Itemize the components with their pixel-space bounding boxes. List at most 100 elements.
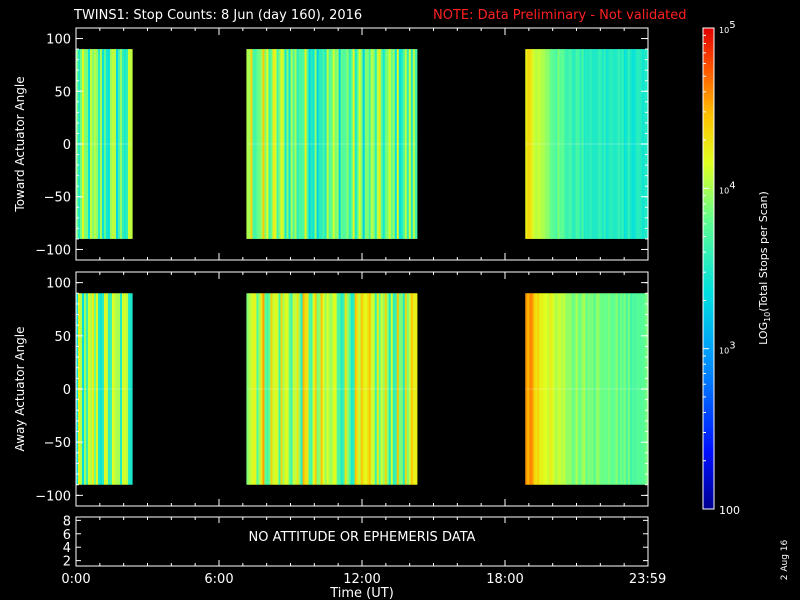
count-column [535,293,538,485]
count-column [527,293,530,485]
count-column [605,293,609,485]
y-tick-label: 100 [46,33,71,48]
count-column [613,49,617,239]
count-column [364,293,368,485]
count-column [567,49,571,239]
count-column [322,293,326,485]
count-column [312,293,316,485]
count-column [396,293,400,485]
count-column [350,49,354,239]
y-tick-label: 50 [54,85,71,100]
count-column [246,49,250,239]
count-column [529,49,532,239]
count-column [631,49,635,239]
count-column [98,49,101,239]
count-column [551,293,555,485]
count-column [635,49,639,239]
count-column [286,49,290,239]
y-tick-label: 0 [63,383,71,398]
count-column [376,49,380,239]
zero-angle-line [246,143,417,145]
count-column [621,293,625,485]
count-column [390,293,394,485]
count-column [386,293,390,485]
count-column [128,293,131,485]
count-column [272,293,276,485]
count-column [130,293,133,485]
count-column [537,49,540,239]
count-column [633,49,637,239]
count-column [250,293,254,485]
count-column [254,49,258,239]
count-column [304,49,308,239]
count-column [268,293,272,485]
count-column [330,49,334,239]
count-column [252,293,256,485]
count-column [94,49,97,239]
count-column [364,49,368,239]
count-column [541,293,544,485]
count-column [256,49,260,239]
count-column [112,293,115,485]
count-column [599,49,603,239]
count-column [250,49,254,239]
count-column [565,293,569,485]
count-column [122,293,125,485]
count-column [569,49,573,239]
count-column [585,49,589,239]
count-column [286,293,290,485]
zero-angle-line [76,143,133,145]
count-column [412,293,416,485]
count-column [130,49,133,239]
count-column [84,49,87,239]
count-column [296,293,300,485]
count-column [108,49,111,239]
count-column [344,49,348,239]
count-column [356,49,360,239]
count-column [298,49,302,239]
count-column [264,293,268,485]
count-column [116,49,119,239]
zero-angle-line [525,388,648,390]
count-column [613,293,617,485]
y-axis-label: Away Actuator Angle [13,326,27,451]
count-column [374,293,378,485]
count-column [374,49,378,239]
count-column [565,49,569,239]
count-column [326,293,330,485]
count-column [563,49,567,239]
count-column [294,49,298,239]
count-column [611,293,615,485]
data-segment [525,49,649,239]
x-tick-label: 18:00 [486,572,523,587]
count-column [110,293,113,485]
count-column [320,49,324,239]
count-column [276,49,280,239]
count-column [531,49,534,239]
count-column [605,49,609,239]
count-column [619,49,623,239]
count-column [589,293,593,485]
count-column [637,293,641,485]
away-panel: −100 −50 0 50 100 Away Actuator Angle [13,271,649,507]
count-column [559,49,563,239]
count-column [350,293,354,485]
count-column [543,49,546,239]
count-column [547,49,550,239]
count-column [631,293,635,485]
count-column [82,49,85,239]
count-column [627,293,631,485]
count-column [118,293,121,485]
count-column [617,293,621,485]
count-column [340,49,344,239]
count-column [581,49,585,239]
count-column [398,49,402,239]
count-column [579,49,583,239]
info-y-tick-label: 6 [63,528,71,543]
count-column [629,49,633,239]
count-column [292,293,296,485]
count-column [408,49,412,239]
count-column [256,293,260,485]
count-column [326,49,330,239]
count-column [324,293,328,485]
